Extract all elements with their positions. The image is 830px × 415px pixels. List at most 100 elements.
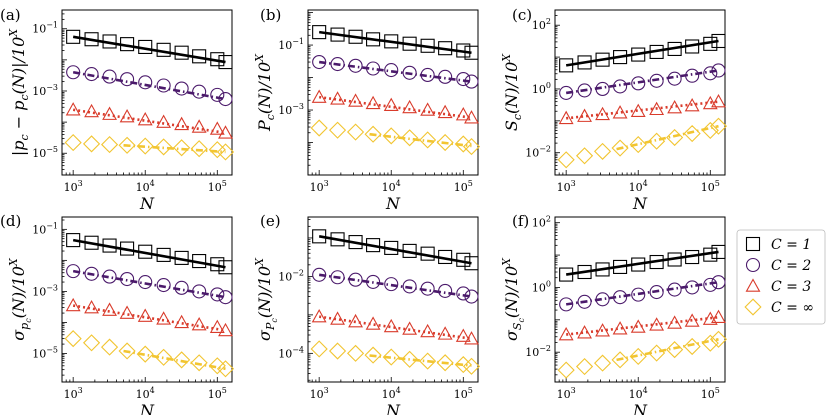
data-point: [701, 121, 719, 140]
data-point: [559, 58, 574, 73]
data-point: [401, 129, 419, 147]
data-point: [138, 39, 153, 54]
data-point: [119, 109, 135, 123]
data-point: [667, 282, 682, 297]
legend: C = 1 C = 2 C = 3 C = ∞: [736, 229, 826, 325]
y-tick-label: 100: [532, 81, 551, 96]
data-point: [120, 72, 135, 87]
data-point: [192, 284, 207, 299]
data-point: [84, 67, 99, 82]
fit-line: [369, 354, 472, 367]
data-point: [156, 311, 172, 325]
data-point: [102, 238, 117, 253]
data-point: [685, 280, 700, 295]
y-axis-label: |pc​ − pc​(N)|/10X​: [7, 28, 31, 156]
data-point: [402, 36, 417, 51]
panel-frame: [554, 216, 726, 383]
data-point: [595, 323, 611, 337]
fit-line: [318, 273, 472, 298]
series-C3: [65, 297, 233, 337]
data-point: [419, 131, 437, 149]
data-point: [577, 264, 592, 280]
data-point: [456, 43, 471, 58]
fit-line: [566, 315, 719, 336]
data-point: [455, 107, 471, 121]
fit-line: [565, 280, 719, 306]
data-point: [649, 285, 664, 300]
data-point: [65, 297, 81, 312]
data-point: [438, 69, 453, 84]
series-C1: [66, 29, 233, 70]
fit-line: [72, 304, 226, 332]
data-point: [102, 106, 118, 120]
data-point: [384, 277, 399, 292]
data-point: [703, 66, 718, 81]
fit-line: [72, 269, 226, 299]
data-point: [66, 233, 81, 248]
data-point: [192, 254, 207, 269]
series-Cinf: [64, 330, 235, 378]
data-point: [575, 357, 594, 376]
series-Cinf: [64, 134, 235, 161]
data-point: [593, 142, 612, 160]
x-tick-label: 105: [701, 179, 720, 194]
data-point: [312, 54, 327, 70]
data-point: [382, 127, 400, 145]
series-C3: [558, 94, 726, 125]
data-point: [577, 294, 592, 309]
y-tick-label: 10−3: [32, 83, 58, 98]
y-tick-label: 10−3: [278, 102, 304, 117]
panel-b: (b) 103 104 105 10−1 10−3 N Pc​(N)/10X​: [253, 6, 481, 213]
data-point: [64, 330, 82, 348]
y-axis-label: σSc​(N)/10X​: [500, 257, 526, 341]
data-point: [703, 247, 718, 262]
data-point: [102, 269, 117, 284]
panel-frame: [307, 9, 479, 176]
data-point: [631, 76, 646, 91]
legend-label: C = 2: [771, 258, 811, 274]
data-point: [711, 33, 726, 49]
y-axis-label: Pc​(N)/10X​: [253, 53, 277, 132]
data-point: [649, 44, 664, 59]
data-point: [577, 55, 592, 70]
y-axis-label: σPc​(N)/10X​: [253, 257, 279, 341]
data-point: [438, 41, 453, 56]
x-tick-label: 104: [136, 179, 155, 194]
data-point: [666, 341, 684, 359]
series-C3: [558, 309, 726, 341]
data-point: [218, 322, 233, 337]
fit-line: [123, 144, 226, 154]
x-axis-label: N: [385, 401, 401, 415]
x-tick-label: 103: [310, 179, 329, 194]
y-tick-label: 102: [532, 17, 551, 32]
data-point: [348, 29, 363, 44]
data-point: [208, 357, 226, 375]
data-point: [436, 133, 454, 152]
x-tick-label: 105: [454, 386, 473, 401]
legend-label: C = ∞: [771, 300, 814, 316]
data-point: [191, 119, 207, 133]
data-point: [330, 311, 345, 325]
x-tick-label: 103: [310, 386, 329, 401]
data-point: [649, 73, 664, 88]
data-point: [557, 151, 575, 169]
panel-label: (f): [512, 212, 529, 230]
data-point: [558, 110, 574, 125]
data-point: [156, 114, 172, 128]
data-point: [613, 50, 628, 65]
series-C3: [311, 89, 479, 124]
panel-label: (e): [260, 212, 281, 230]
data-point: [649, 317, 665, 331]
data-point: [613, 290, 628, 305]
panel-label: (c): [512, 6, 532, 24]
data-point: [648, 344, 666, 362]
data-point: [310, 340, 328, 358]
data-point: [218, 125, 233, 139]
data-point: [138, 275, 153, 290]
data-point: [455, 328, 471, 342]
data-point: [464, 74, 479, 89]
x-tick-label: 105: [701, 386, 720, 401]
data-point: [312, 25, 327, 40]
data-point: [210, 287, 225, 302]
